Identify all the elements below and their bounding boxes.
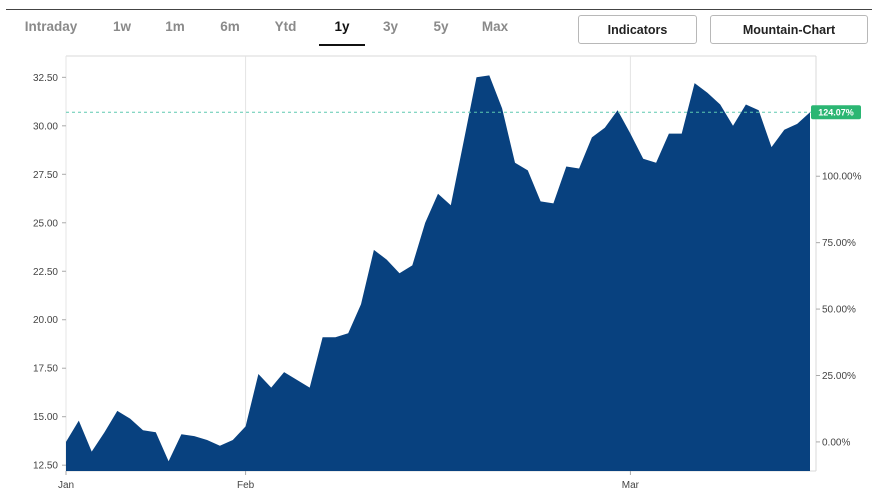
left-tick-label: 32.50 (33, 73, 58, 84)
range-tab-1y[interactable]: 1y (319, 12, 365, 46)
indicators-button[interactable]: Indicators (578, 15, 697, 44)
left-tick-label: 30.00 (33, 121, 58, 132)
range-tab-5y[interactable]: 5y (433, 19, 449, 34)
left-tick-label: 25.00 (33, 218, 58, 229)
x-tick-label-feb: Feb (237, 480, 255, 491)
range-tab-ytd[interactable]: Ytd (274, 19, 297, 34)
left-tick-label: 20.00 (33, 315, 58, 326)
range-tab-max[interactable]: Max (481, 19, 509, 34)
left-tick-label: 17.50 (33, 364, 58, 375)
range-tab-6m[interactable]: 6m (220, 19, 240, 34)
right-tick-label: 25.00% (822, 371, 856, 382)
chart-type-button[interactable]: Mountain-Chart (710, 15, 868, 44)
right-tick-label: 75.00% (822, 238, 856, 249)
range-tab-1w[interactable]: 1w (112, 19, 131, 34)
range-tab-1m[interactable]: 1m (165, 19, 185, 34)
x-axis: Jan Feb Mar (58, 471, 640, 491)
time-range-selector: Intraday 1w 1m 6m Ytd 1y 3y 5y Max (0, 10, 524, 48)
mountain-area (66, 75, 810, 472)
right-axis: 0.00% 25.00% 50.00% 75.00% 100.00% (816, 172, 862, 448)
x-tick-label-jan: Jan (58, 480, 74, 491)
x-tick-label-mar: Mar (622, 480, 640, 491)
change-badge-bg (811, 105, 861, 120)
left-tick-label: 15.00 (33, 412, 58, 423)
change-badge: 124.07% (811, 105, 861, 120)
left-tick-label: 12.50 (33, 461, 58, 472)
change-badge-label: 124.07% (818, 108, 854, 118)
left-tick-label: 27.50 (33, 170, 58, 181)
right-tick-label: 50.00% (822, 305, 856, 316)
left-axis: 12.50 15.00 17.50 20.00 22.50 25.00 27.50 30.00… (33, 73, 66, 472)
range-tab-3y[interactable]: 3y (382, 19, 399, 34)
left-tick-label: 22.50 (33, 267, 58, 278)
top-border (6, 9, 872, 10)
right-tick-label: 0.00% (822, 437, 850, 448)
range-tab-intraday[interactable]: Intraday (24, 19, 78, 34)
right-tick-label: 100.00% (822, 172, 862, 183)
